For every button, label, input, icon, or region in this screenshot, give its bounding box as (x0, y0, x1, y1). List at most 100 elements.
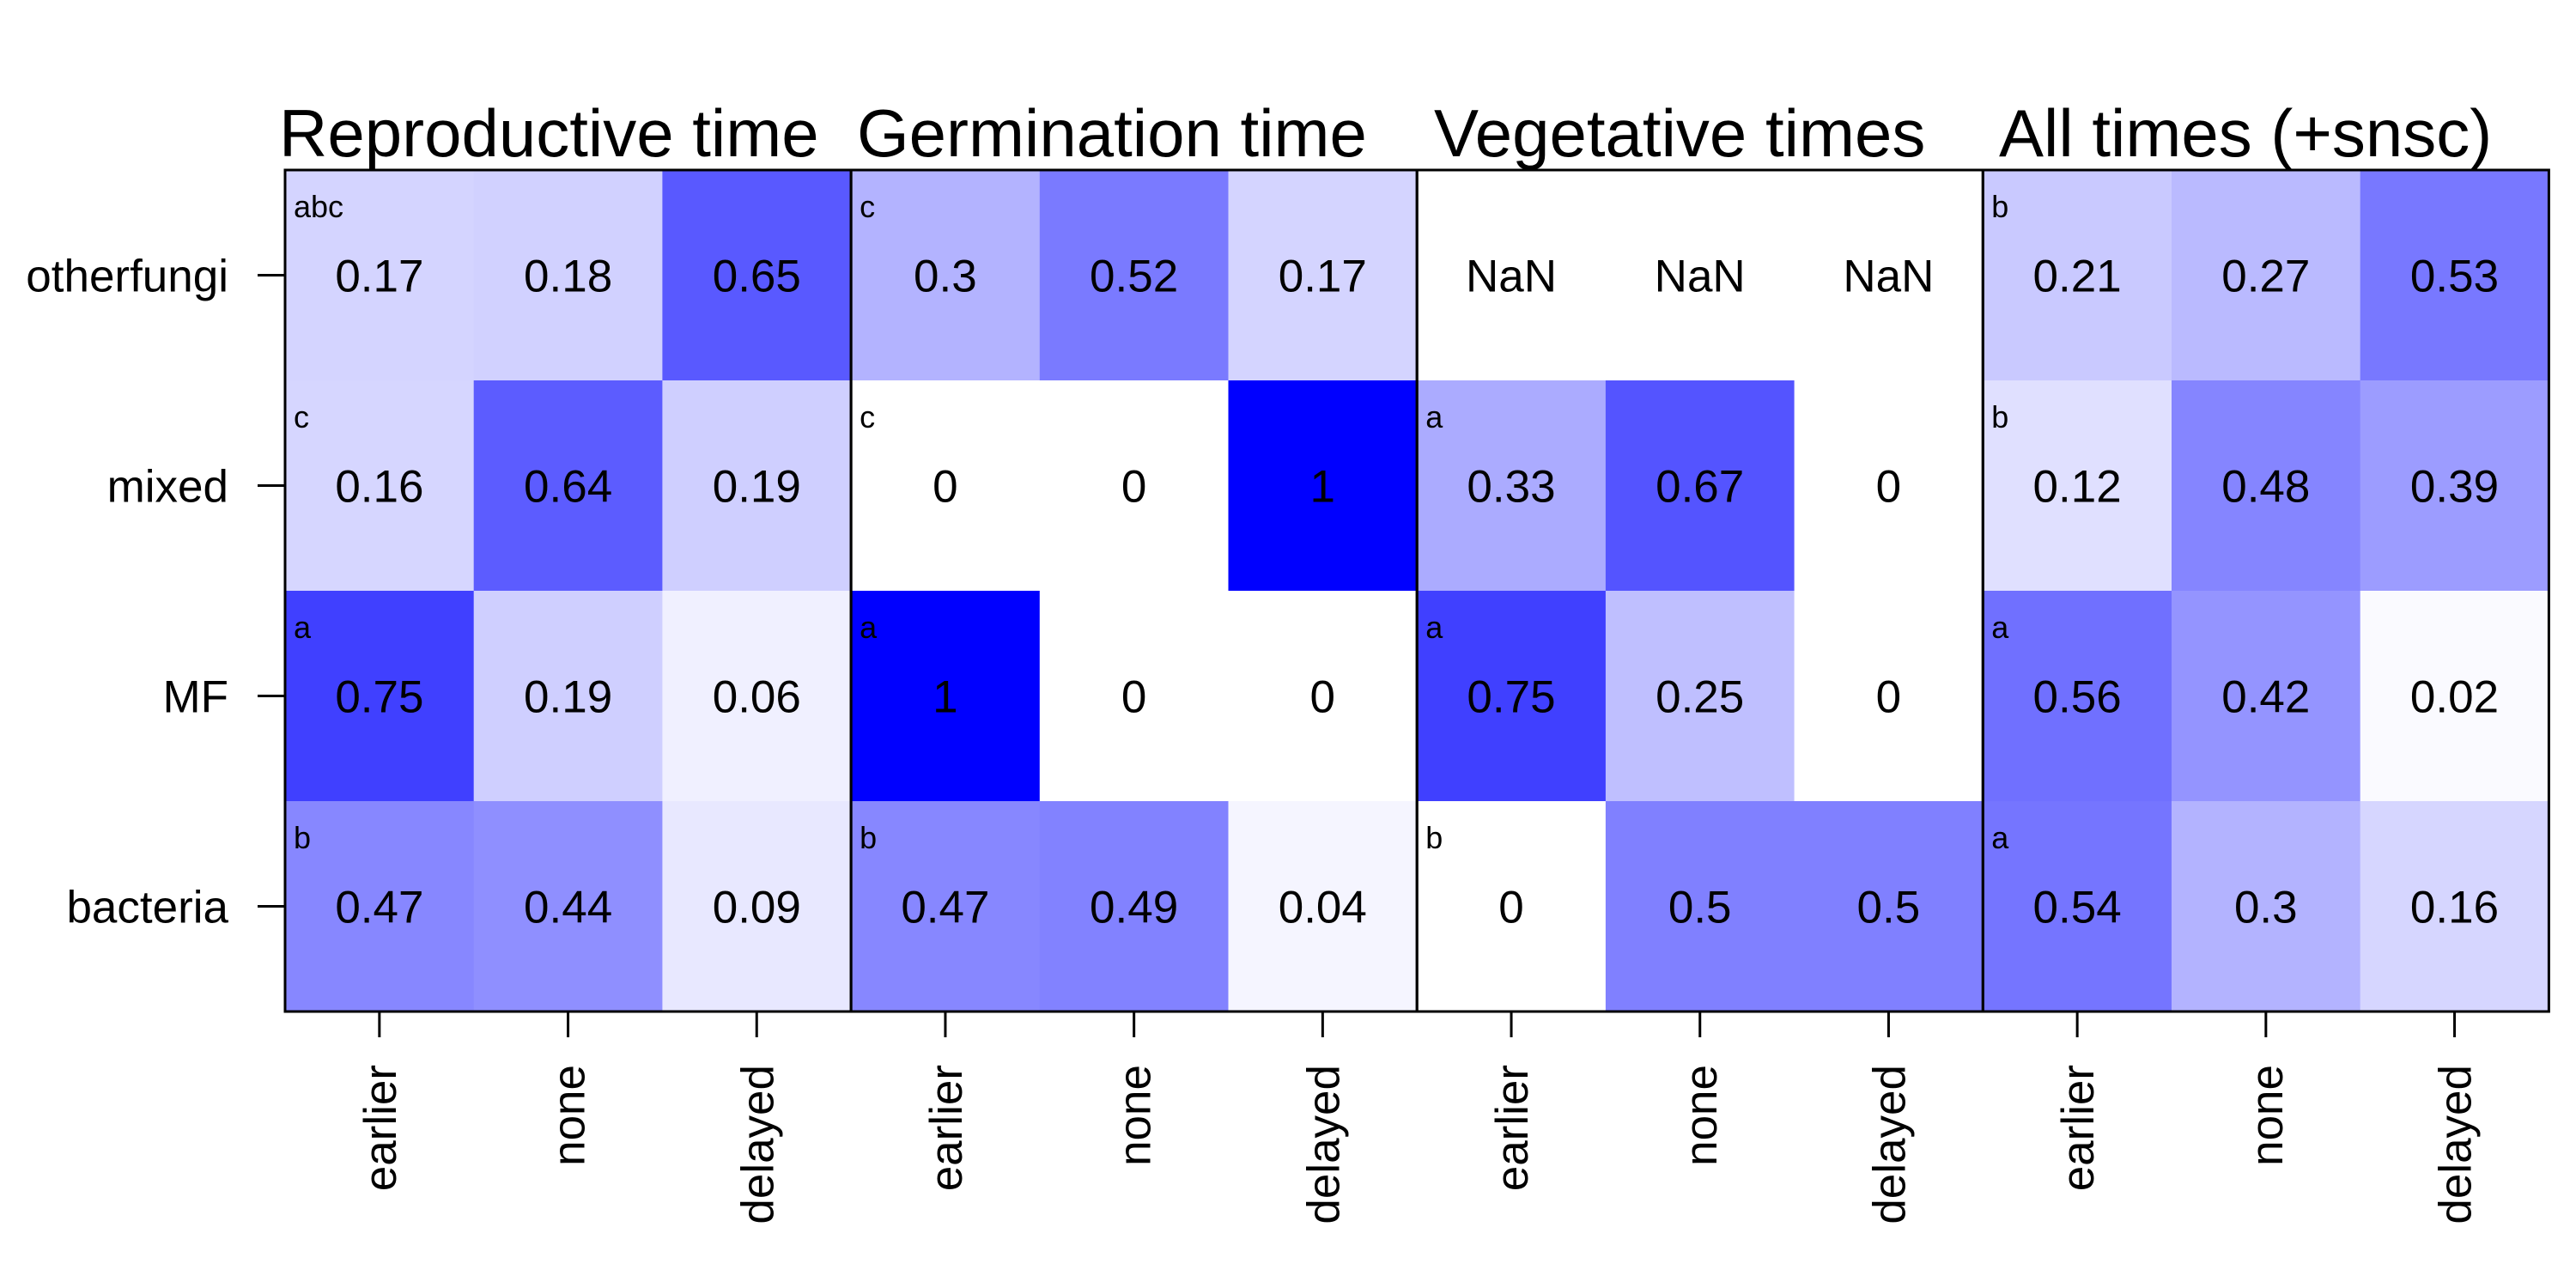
significance-letter: c (860, 189, 875, 224)
column-label: earlier (1487, 1065, 1538, 1191)
cell-value-label: 0.49 (1090, 883, 1178, 933)
cell-value-label: 0.54 (2033, 883, 2122, 933)
heatmap-cell (1228, 591, 1418, 802)
heatmap-cell (1794, 801, 1984, 1012)
cell-value-label: 0.04 (1279, 883, 1367, 933)
heatmap-cell (1794, 170, 1984, 381)
cell-value-label: 0.48 (2221, 462, 2310, 513)
cell-value-label: 1 (1310, 462, 1335, 513)
cell-value-label: 0.12 (2033, 462, 2122, 513)
cell-value-label: 0.02 (2410, 672, 2499, 723)
cell-value-label: 0 (1121, 672, 1146, 723)
cell-value-label: 0.25 (1656, 672, 1744, 723)
heatmap-cell (2172, 801, 2361, 1012)
panel-title: Reproductive time (279, 95, 819, 171)
heatmap-cell (1039, 591, 1230, 802)
heatmap-cell (1417, 801, 1607, 1012)
heatmap-cell (1417, 170, 1607, 381)
heatmap-cell (1228, 170, 1418, 381)
heatmap-cell (662, 170, 852, 381)
column-label: delayed (732, 1065, 783, 1224)
heatmap-cell (1983, 591, 2172, 802)
heatmap-cell (2360, 380, 2549, 592)
panel-title: All times (+snsc) (1999, 95, 2492, 171)
cell-value-label: 0.65 (713, 252, 801, 302)
cell-value-label: 0.67 (1656, 462, 1744, 513)
significance-letter: abc (294, 189, 343, 224)
heatmap-cell (285, 591, 475, 802)
heatmap-cell (662, 380, 852, 592)
cell-value-label: 0.42 (2221, 672, 2310, 723)
column-label: none (1110, 1065, 1161, 1166)
cell-value-label: 0.19 (713, 462, 801, 513)
cell-value-label: NaN (1466, 252, 1557, 302)
cell-value-label: 0.44 (524, 883, 612, 933)
column-label: delayed (1298, 1065, 1349, 1224)
significance-letter: c (860, 399, 875, 434)
column-label: earlier (921, 1065, 972, 1191)
heatmap-cell (473, 801, 663, 1012)
cell-value-label: 0.33 (1467, 462, 1555, 513)
heatmap-cell (1039, 801, 1230, 1012)
cell-value-label: 0.75 (1467, 672, 1555, 723)
panel-title: Vegetative times (1434, 95, 1925, 171)
heatmap-cell (2360, 170, 2549, 381)
heatmap-cell (2360, 801, 2549, 1012)
heatmap-cell (2360, 591, 2549, 802)
cell-value-label: 0.21 (2033, 252, 2122, 302)
cell-value-label: 0.17 (1279, 252, 1367, 302)
significance-letter: a (1991, 610, 2009, 645)
cell-value-label: 1 (933, 672, 957, 723)
column-label: delayed (1864, 1065, 1915, 1224)
cell-value-label: 0.47 (335, 883, 423, 933)
cell-value-label: 0.09 (713, 883, 801, 933)
heatmap-cell (2172, 170, 2361, 381)
heatmap-cell (1605, 591, 1795, 802)
column-label: none (1676, 1065, 1727, 1166)
cell-value-label: 0.3 (914, 252, 977, 302)
cell-value-label: 0.16 (2410, 883, 2499, 933)
cell-value-label: 0.52 (1090, 252, 1178, 302)
heatmap-cell (1039, 170, 1230, 381)
heatmap-cell (851, 380, 1041, 592)
column-label: none (2242, 1065, 2293, 1166)
column-label: earlier (355, 1065, 406, 1191)
cell-value-label: 0.3 (2234, 883, 2298, 933)
heatmap-cell (473, 591, 663, 802)
heatmap-cell (1605, 801, 1795, 1012)
heatmap-cell (2172, 591, 2361, 802)
cell-value-label: 0.19 (524, 672, 612, 723)
heatmap-cell (1417, 380, 1607, 592)
cell-value-label: 0.16 (335, 462, 423, 513)
heatmap-cell (1228, 380, 1418, 592)
cell-value-label: 0.5 (1857, 883, 1921, 933)
heatmap-cell (662, 801, 852, 1012)
significance-letter: a (1425, 399, 1443, 434)
cell-value-label: 0 (1876, 462, 1901, 513)
significance-letter: b (1991, 399, 2008, 434)
significance-letter: b (294, 820, 311, 855)
heatmap-cell (662, 591, 852, 802)
cell-value-label: 0 (1876, 672, 1901, 723)
heatmap-cell (285, 170, 475, 381)
cell-value-label: 0.27 (2221, 252, 2310, 302)
cell-value-label: 0.47 (901, 883, 989, 933)
row-label: otherfungi (26, 252, 228, 302)
significance-letter: a (1425, 610, 1443, 645)
cell-value-label: 0.18 (524, 252, 612, 302)
heatmap-cell (1605, 170, 1795, 381)
heatmap-cell (1983, 380, 2172, 592)
cell-value-label: 0.64 (524, 462, 612, 513)
cell-value-label: 0.5 (1668, 883, 1732, 933)
heatmap-cell (285, 380, 475, 592)
cell-value-label: 0 (1310, 672, 1335, 723)
significance-letter: c (294, 399, 309, 434)
heatmap-cell (1228, 801, 1418, 1012)
cell-value-label: 0.17 (335, 252, 423, 302)
cell-value-label: 0.56 (2033, 672, 2122, 723)
heatmap-cell (473, 170, 663, 381)
heatmap-cell (851, 801, 1041, 1012)
cell-value-label: NaN (1655, 252, 1746, 302)
heatmap-cell (1794, 591, 1984, 802)
